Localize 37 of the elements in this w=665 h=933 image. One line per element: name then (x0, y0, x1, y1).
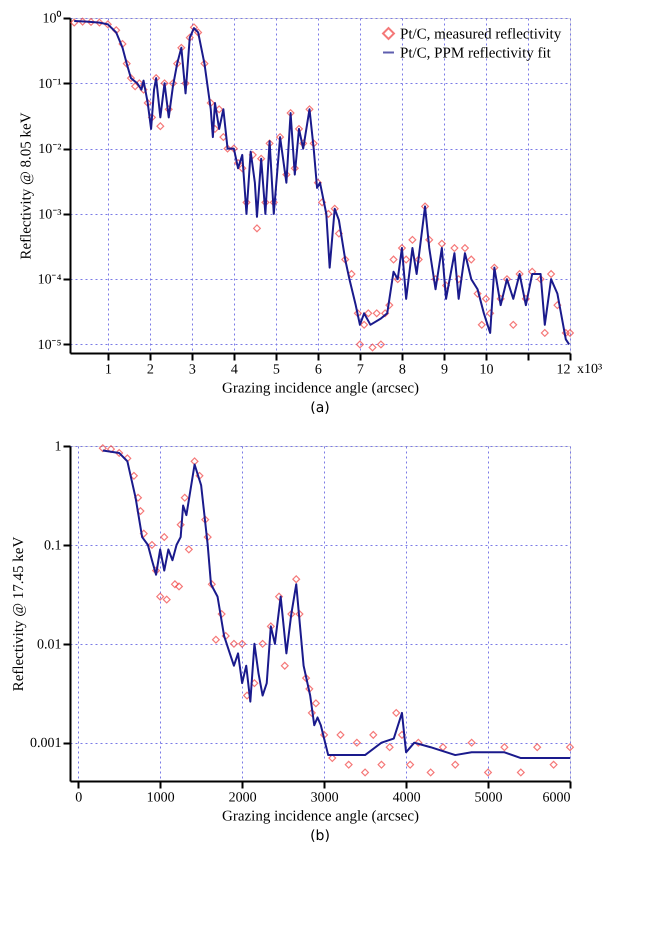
y-tick-label: 10⁰ (42, 10, 62, 26)
x-tick-label: 3 (188, 362, 196, 378)
y-tick-label: 0.01 (37, 637, 62, 652)
x-tick-label: 5000 (474, 790, 503, 806)
x-tick-label: 1000 (146, 790, 175, 806)
x-tick-label: 8 (398, 362, 406, 378)
y-tick-label: 10⁻⁵ (38, 338, 62, 353)
y-tick-label: 10⁻¹ (38, 76, 62, 92)
x-tick-label: 4000 (392, 790, 421, 806)
x-tick-label: 1 (104, 362, 112, 378)
text: (a) (310, 400, 330, 416)
x-tick-label: 6 (314, 362, 322, 378)
x-tick-label: 7 (356, 362, 364, 378)
y-tick-label: 10⁻³ (38, 207, 62, 222)
x-tick-label: 2 (146, 362, 154, 378)
x-tick-label: 9 (440, 362, 448, 378)
y-axis-title: Reflectivity @ 8.05 keV (18, 112, 35, 260)
x-tick-label: 12 (556, 362, 570, 378)
x-tick-label: 3000 (310, 790, 339, 806)
legend-label: Pt/C, PPM reflectivity fit (400, 46, 552, 62)
x-tick-label: 2000 (228, 790, 257, 806)
x-axis-title: Grazing incidence angle (arcsec) (222, 808, 419, 824)
x-tick-label: 4 (230, 362, 238, 378)
y-tick-label: 1 (54, 440, 62, 454)
y-axis-title: Reflectivity @ 17.45 keV (11, 536, 27, 692)
y-tick-label: 0.001 (30, 736, 62, 752)
y-tick-label: 0.1 (44, 538, 62, 554)
x-tick-label: 6000 (542, 790, 570, 806)
x-tick-label: 0 (75, 790, 82, 806)
text: (b) (310, 828, 330, 844)
x-tick-label: 10 (479, 362, 494, 378)
y-tick-label: 10⁻² (38, 142, 62, 158)
legend-label: Pt/C, measured reflectivity (400, 26, 562, 42)
y-tick-label: 10⁻⁴ (38, 272, 62, 288)
x-tick-label: 5 (272, 362, 280, 378)
text: x10³ (577, 362, 602, 377)
x-axis-title: Grazing incidence angle (arcsec) (222, 380, 419, 396)
